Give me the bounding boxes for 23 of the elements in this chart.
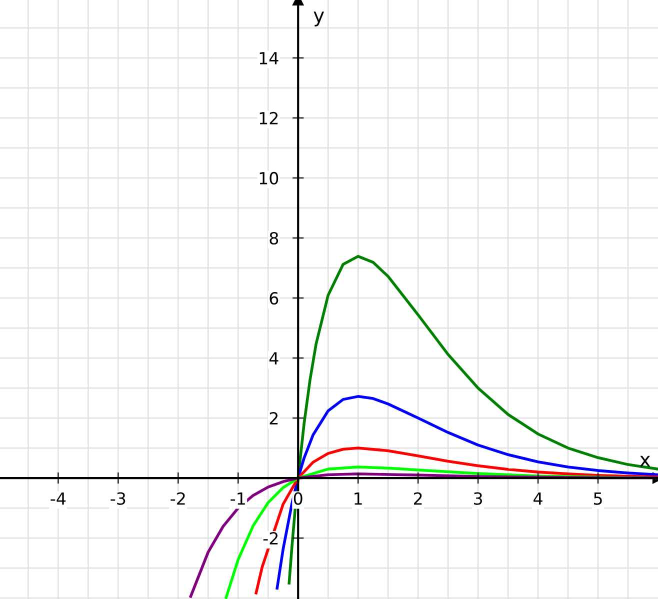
x-tick-label: -1 (230, 492, 245, 505)
x-tick-label: 0 (294, 492, 302, 505)
line-series (288, 254, 658, 584)
x-tick-label: -2 (170, 492, 185, 505)
y-tick-label: 8 (270, 232, 278, 245)
line-series (254, 446, 658, 594)
x-axis-title: x (640, 456, 650, 467)
y-tick-label: -2 (263, 532, 278, 544)
y-tick-label: 4 (269, 352, 278, 364)
x-tick-label: 2 (414, 492, 422, 505)
x-tick-label: -4 (50, 492, 66, 505)
line-series (276, 395, 658, 590)
y-axis-title: y (314, 12, 324, 26)
y-tick-label: 10 (260, 172, 278, 185)
y-tick-label: 2 (270, 412, 278, 424)
x-tick-label: 1 (354, 492, 362, 505)
x-tick-label: -3 (110, 492, 126, 505)
x-tick-label: 3 (474, 492, 482, 505)
y-tick-label: 14 (260, 52, 278, 64)
x-tick-label: 4 (534, 492, 542, 505)
x-tick-label: 5 (594, 492, 602, 505)
y-tick-label: 12 (260, 112, 278, 124)
y-tick-label: 6 (270, 292, 278, 305)
